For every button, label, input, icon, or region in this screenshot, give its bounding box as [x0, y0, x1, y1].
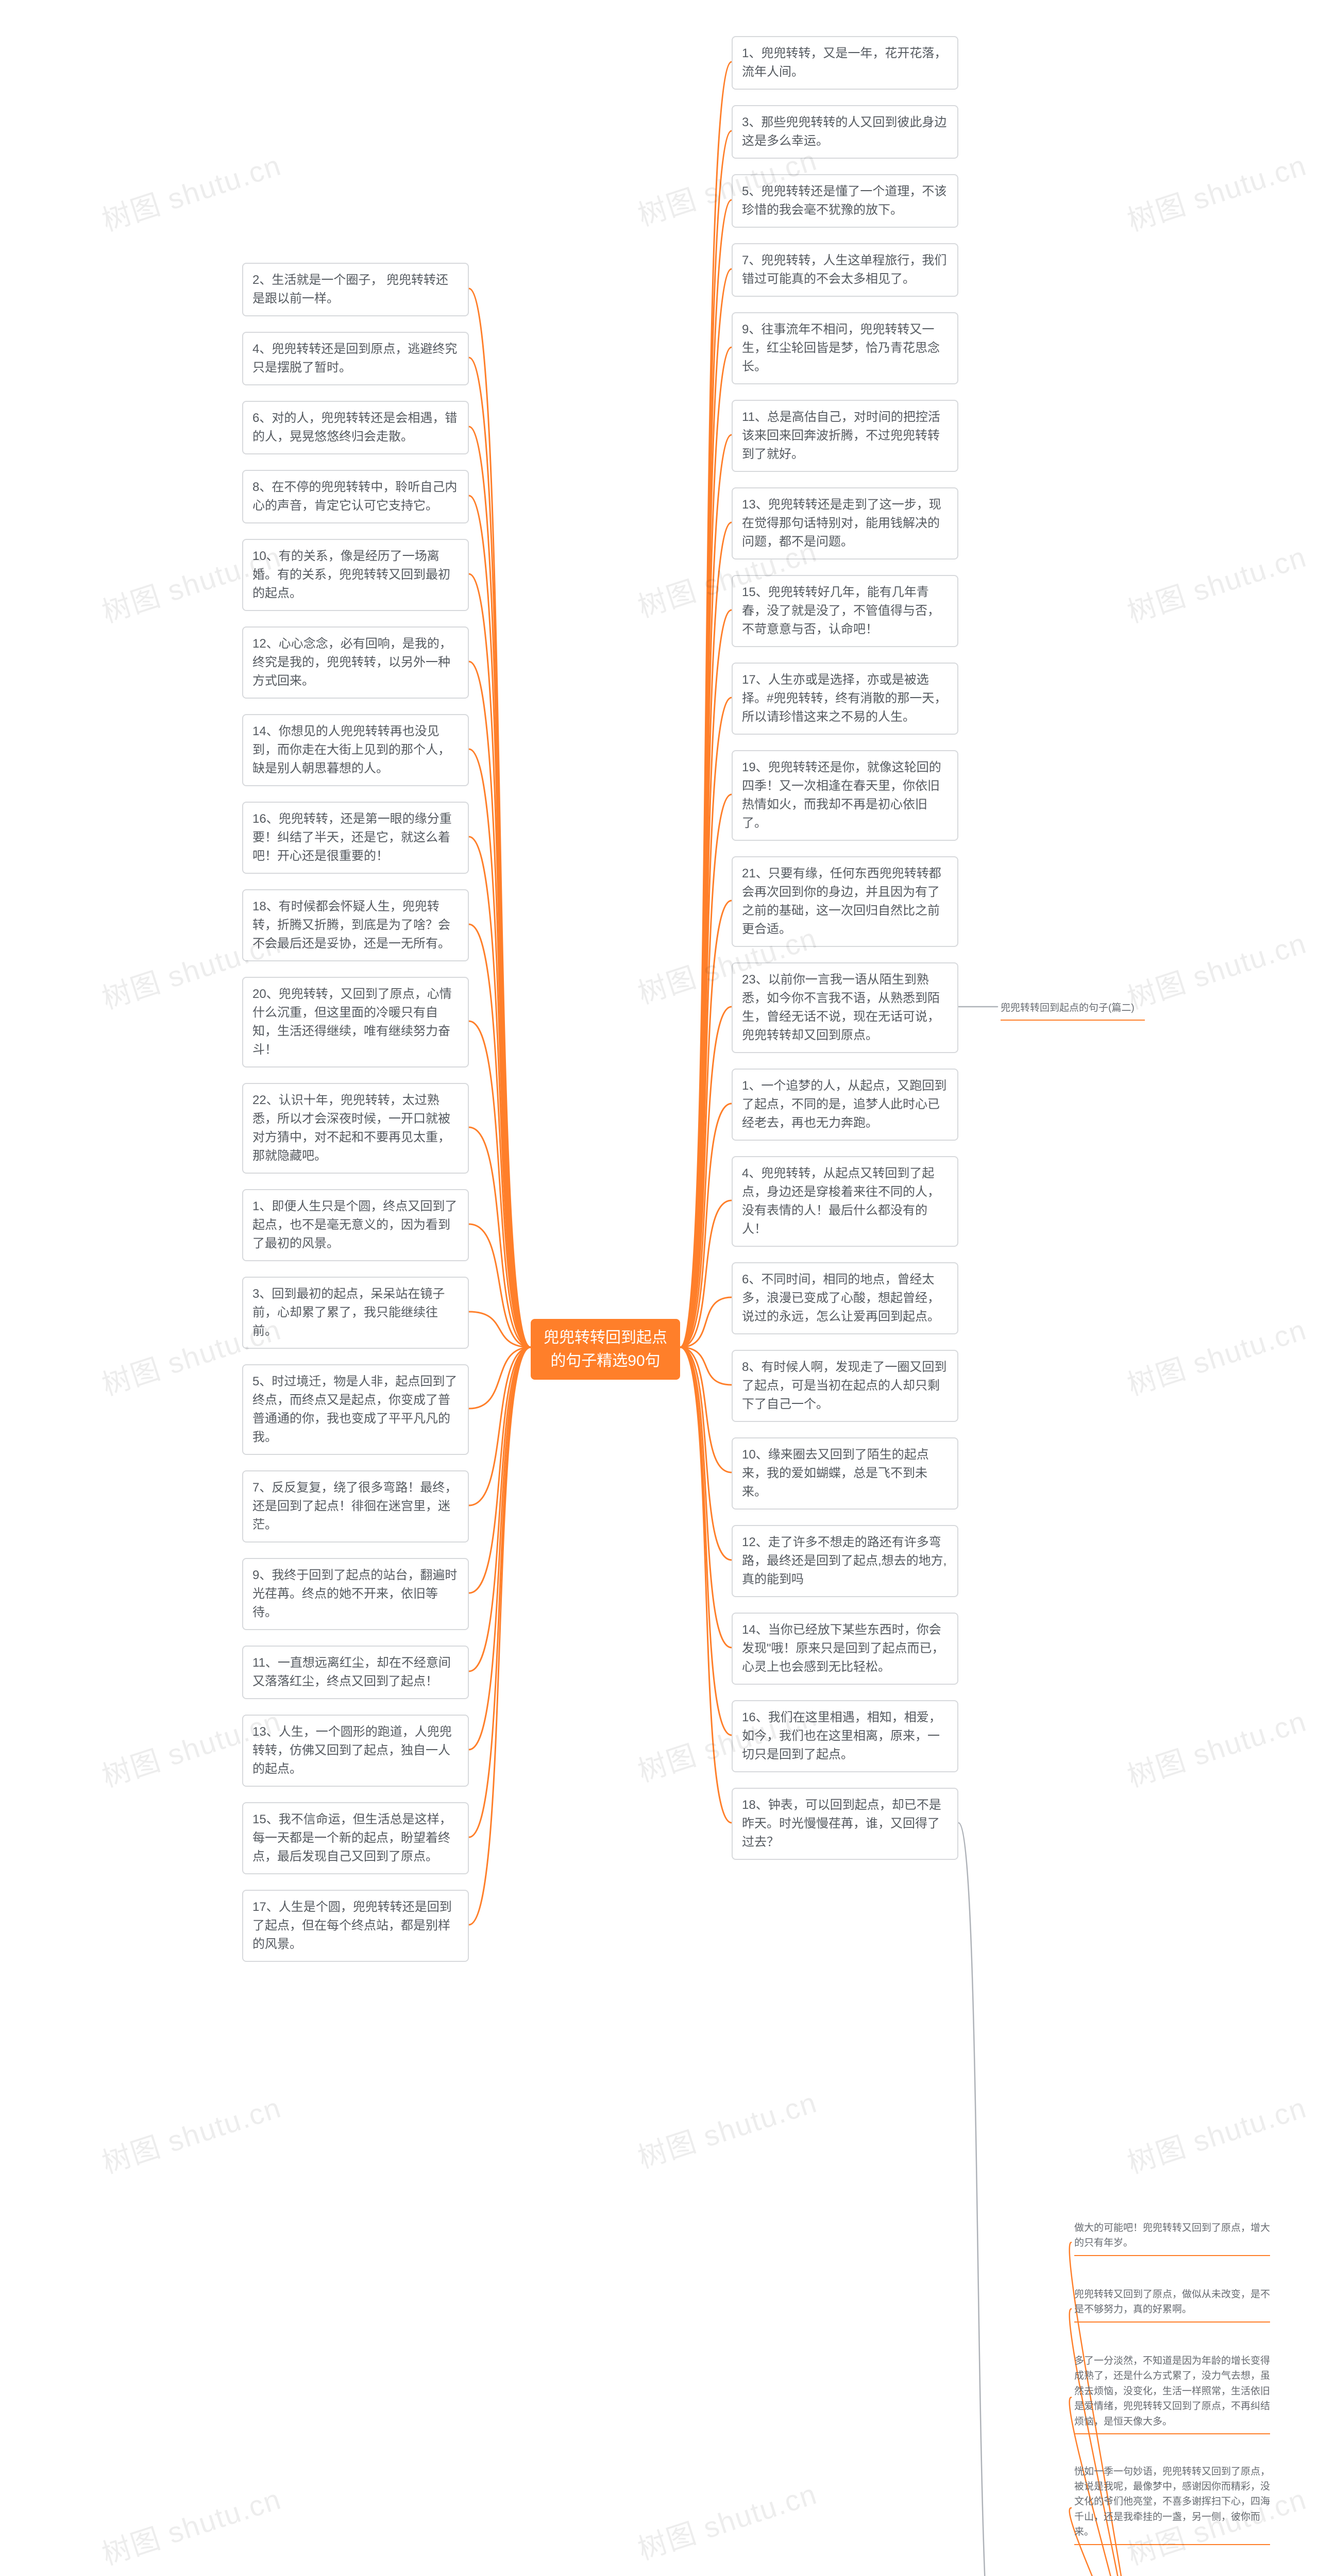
right-node: 15、兜兜转转好几年，能有几年青春，没了就是没了，不管值得与否，不苛意意与否，认… — [732, 575, 958, 647]
left-node: 13、人生，一个圆形的跑道，人兜兜转转，仿佛又回到了起点，独自一人的起点。 — [242, 1715, 469, 1787]
left-node: 14、你想见的人兜兜转转再也没见到，而你走在大街上见到的那个人，缺是别人朝思暮想… — [242, 714, 469, 786]
right-node: 5、兜兜转转还是懂了一个道理，不该珍惜的我会毫不犹豫的放下。 — [732, 174, 958, 228]
left-node: 6、对的人，兜兜转转还是会相遇，错的人，晃晃悠悠终归会走散。 — [242, 401, 469, 454]
connector-lines — [0, 0, 1319, 2576]
far-right-node: 恍如一季一句妙语，兜兜转转又回到了原点，被说是我呢，最像梦中，感谢因你而精彩，没… — [1074, 2464, 1270, 2545]
right-node: 3、那些兜兜转转的人又回到彼此身边这是多么幸运。 — [732, 105, 958, 159]
right-node: 4、兜兜转转，从起点又转回到了起点，身边还是穿梭着来往不同的人，没有表情的人！最… — [732, 1156, 958, 1247]
left-node: 18、有时候都会怀疑人生，兜兜转转，折腾又折腾，到底是为了啥？会不会最后还是妥协… — [242, 889, 469, 961]
left-node: 16、兜兜转转，还是第一眼的缘分重要！纠结了半天，还是它，就这么着吧！开心还是很… — [242, 802, 469, 874]
watermark: 树图 shutu.cn — [1121, 534, 1311, 631]
left-node: 1、即便人生只是个圆，终点又回到了起点，也不是毫无意义的，因为看到了最初的风景。 — [242, 1189, 469, 1261]
root-node: 兜兜转转回到起点的句子精选90句 — [531, 1319, 680, 1380]
watermark: 树图 shutu.cn — [632, 2079, 822, 2177]
left-node: 7、反反复复，绕了很多弯路！最终，还是回到了起点！徘徊在迷宫里，迷茫。 — [242, 1470, 469, 1543]
right-node: 10、缘来圈去又回到了陌生的起点来，我的爱如蝴蝶，总是飞不到未来。 — [732, 1437, 958, 1510]
left-node: 3、回到最初的起点，呆呆站在镜子前，心却累了累了，我只能继续往前。 — [242, 1277, 469, 1349]
right-node: 9、往事流年不相问，兜兜转转又一生，红尘轮回皆是梦，恰乃青花思念长。 — [732, 312, 958, 384]
right-node: 16、我们在这里相遇，相知，相爱，如今，我们也在这里相离，原来，一切只是回到了起… — [732, 1700, 958, 1772]
watermark: 树图 shutu.cn — [1121, 920, 1311, 1018]
left-node: 2、生活就是一个圈子， 兜兜转转还是跟以前一样。 — [242, 263, 469, 316]
right-node: 1、一个追梦的人，从起点，又跑回到了起点，不同的是，追梦人此时心已经老去，再也无… — [732, 1069, 958, 1141]
left-node: 22、认识十年，兜兜转转，太过熟悉，所以才会深夜时候，一开口就被对方猜中，对不起… — [242, 1083, 469, 1174]
left-node: 5、时过境迁，物是人非，起点回到了终点，而终点又是起点，你变成了普普通通的你，我… — [242, 1364, 469, 1455]
right-node: 11、总是高估自己，对时间的把控活该来回来回奔波折腾，不过兜兜转转到了就好。 — [732, 400, 958, 472]
right-node: 23、以前你一言我一语从陌生到熟悉，如今你不言我不语，从熟悉到陌生，曾经无话不说… — [732, 962, 958, 1053]
right-node: 17、人生亦或是选择，亦或是被选择。#兜兜转转，终有消散的那一天，所以请珍惜这来… — [732, 663, 958, 735]
far-right-node: 多了一分淡然，不知道是因为年龄的增长变得成熟了，还是什么方式累了，没力气去想，虽… — [1074, 2353, 1270, 2434]
left-node: 11、一直想远离红尘，却在不经意间又落落红尘，终点又回到了起点！ — [242, 1646, 469, 1699]
watermark: 树图 shutu.cn — [1121, 1307, 1311, 1404]
left-node: 20、兜兜转转，又回到了原点，心情什么沉重，但这里面的冷暖只有自知，生活还得继续… — [242, 977, 469, 1067]
left-node: 17、人生是个圆，兜兜转转还是回到了起点，但在每个终点站，都是别样的风景。 — [242, 1890, 469, 1962]
left-node: 10、有的关系，像是经历了一场离婚。有的关系，兜兜转转又回到最初的起点。 — [242, 539, 469, 611]
left-node: 4、兜兜转转还是回到原点，逃避终究只是摆脱了暂时。 — [242, 332, 469, 385]
right-node: 21、只要有缘，任何东西兜兜转转都会再次回到你的身边，并且因为有了之前的基础，这… — [732, 856, 958, 947]
right-node: 8、有时候人啊，发现走了一圈又回到了起点，可是当初在起点的人却只剩下了自己一个。 — [732, 1350, 958, 1422]
right-node: 18、钟表，可以回到起点，却已不是昨天。时光慢慢荏苒，谁，又回得了过去？ — [732, 1788, 958, 1860]
right-node: 1、兜兜转转，又是一年，花开花落，流年人间。 — [732, 36, 958, 90]
left-node: 8、在不停的兜兜转转中，聆听自己内心的声音，肯定它认可它支持它。 — [242, 470, 469, 523]
right-node: 6、不同时间，相同的地点，曾经太多，浪漫已变成了心酸，想起曾经，说过的永远，怎么… — [732, 1262, 958, 1334]
watermark: 树图 shutu.cn — [1121, 2084, 1311, 2182]
right-node: 19、兜兜转转还是你，就像这轮回的四季！又一次相逢在春天里，你依旧热情如火，而我… — [732, 750, 958, 841]
watermark: 树图 shutu.cn — [96, 2084, 286, 2182]
far-right-node: 做大的可能吧！兜兜转转又回到了原点，增大的只有年岁。 — [1074, 2221, 1270, 2256]
left-node: 15、我不信命运，但生活总是这样，每一天都是一个新的起点，盼望着终点，最后发现自… — [242, 1802, 469, 1874]
right-node: 7、兜兜转转，人生这单程旅行，我们错过可能真的不会太多相见了。 — [732, 243, 958, 297]
left-node: 12、心心念念，必有回响，是我的，终究是我的，兜兜转转，以另外一种方式回来。 — [242, 626, 469, 699]
watermark: 树图 shutu.cn — [96, 2476, 286, 2573]
right-node: 13、兜兜转转还是走到了这一步，现在觉得那句话特别对，能用钱解决的问题，都不是问… — [732, 487, 958, 560]
watermark: 树图 shutu.cn — [96, 142, 286, 240]
far-right-node: 兜兜转转又回到了原点，做似从未改变，是不是不够努力，真的好累啊。 — [1074, 2287, 1270, 2323]
watermark: 树图 shutu.cn — [1121, 1698, 1311, 1795]
sub-branch-label-top: 兜兜转转回到起点的句子(篇二) — [1001, 1001, 1145, 1021]
left-node: 9、我终于回到了起点的站台，翻遍时光荏苒。终点的她不开来，依旧等待。 — [242, 1558, 469, 1630]
watermark: 树图 shutu.cn — [632, 2471, 822, 2568]
right-node: 12、走了许多不想走的路还有许多弯路，最终还是回到了起点,想去的地方,真的能到吗 — [732, 1525, 958, 1597]
right-node: 14、当你已经放下某些东西时，你会发现"哦！原来只是回到了起点而已，心灵上也会感… — [732, 1613, 958, 1685]
watermark: 树图 shutu.cn — [1121, 142, 1311, 240]
